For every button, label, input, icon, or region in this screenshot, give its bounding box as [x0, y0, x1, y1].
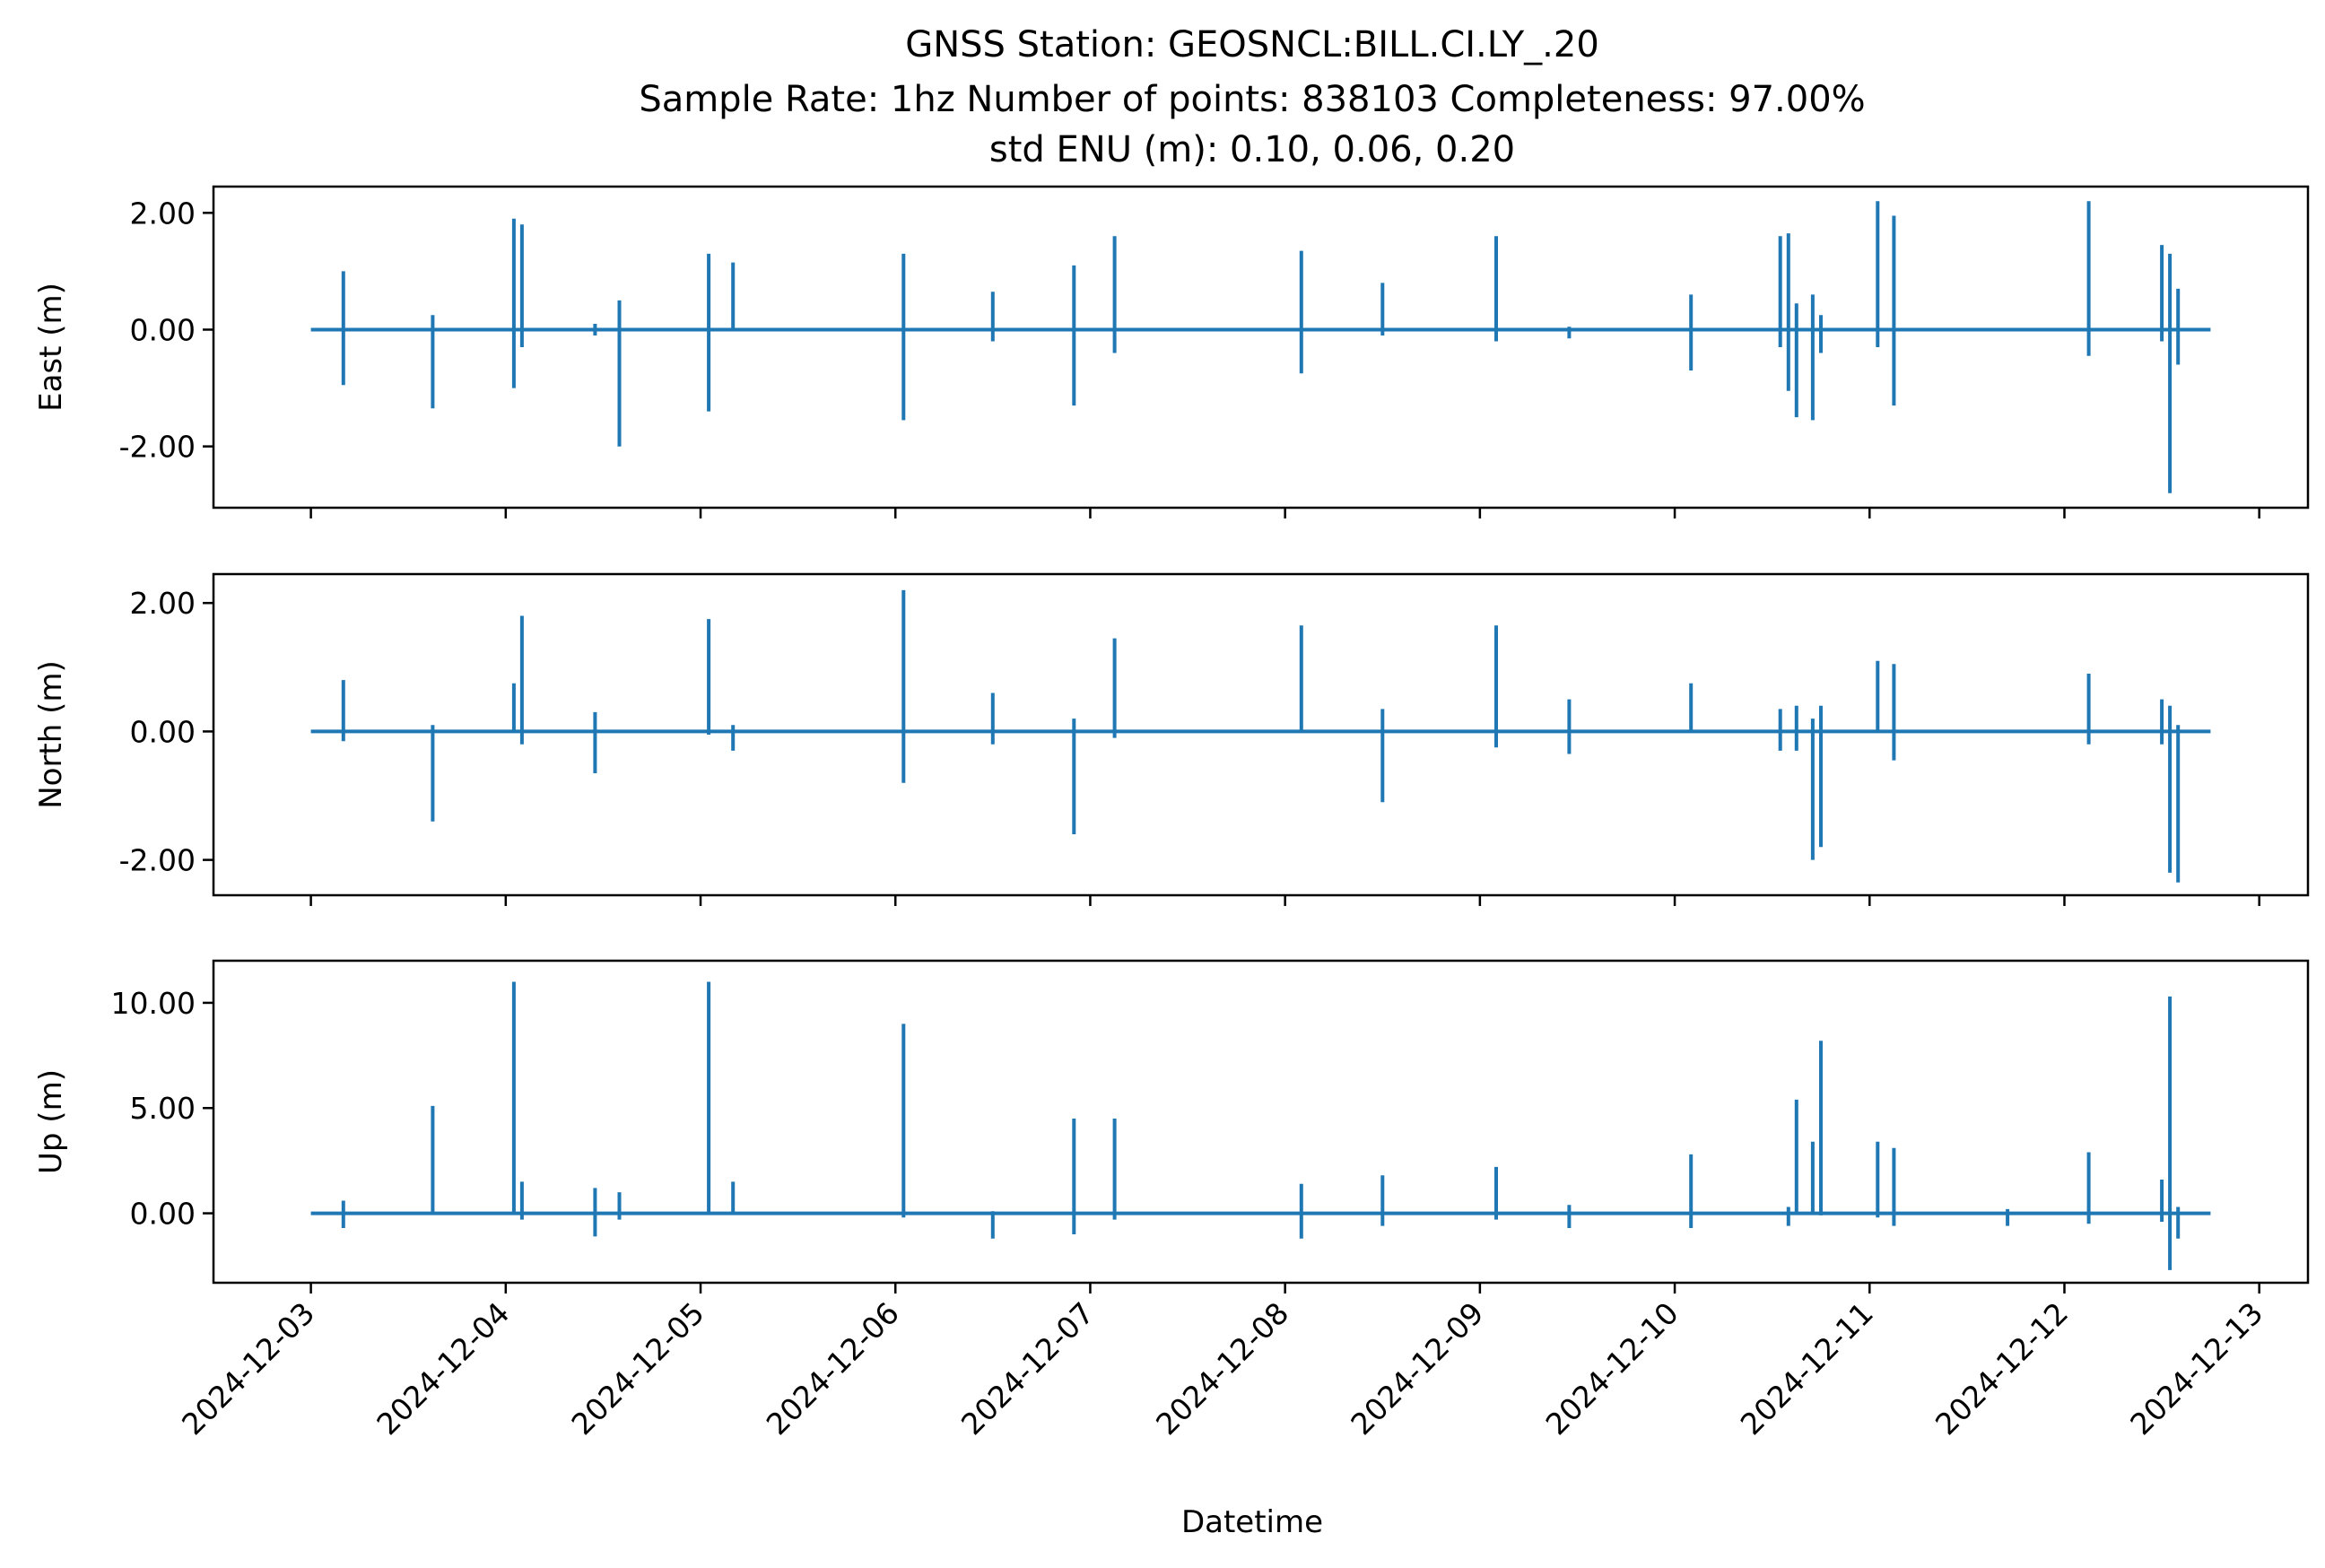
series-line-2 — [310, 981, 2211, 1270]
y-tick-label-2-0: 0.00 — [130, 1197, 196, 1232]
y-tick-label-2-2: 10.00 — [111, 986, 196, 1021]
y-tick-label-1-1: 0.00 — [130, 714, 196, 749]
series-line-0 — [310, 201, 2211, 493]
y-axis-label-1: North (m) — [33, 660, 69, 809]
title-line-2: Sample Rate: 1hz Number of points: 83810… — [639, 79, 1865, 120]
x-axis-label: Datetime — [1181, 1504, 1323, 1540]
plot-frame-0 — [212, 185, 2310, 510]
up-panel: 0.00 5.00 10.00 Up (m) — [33, 959, 2310, 1294]
y-tick-label-0-2: 2.00 — [130, 196, 196, 231]
y-tick-label-2-1: 5.00 — [130, 1091, 196, 1126]
plot-frame-2 — [212, 959, 2310, 1285]
series-line-1 — [310, 589, 2211, 883]
east-panel: -2.00 0.00 2.00 East (m) — [33, 185, 2310, 518]
chart-title: GNSS Station: GEOSNCL:BILL.CI.LY_.20 Sam… — [639, 24, 1865, 170]
y-axis-label-2: Up (m) — [33, 1069, 69, 1174]
title-line-3: std ENU (m): 0.10, 0.06, 0.20 — [989, 129, 1515, 170]
plot-frame-1 — [212, 572, 2310, 897]
y-axis-label-0: East (m) — [33, 283, 69, 412]
y-tick-label-1-0: -2.00 — [119, 843, 196, 878]
y-tick-label-1-2: 2.00 — [130, 586, 196, 621]
y-tick-label-0-0: -2.00 — [119, 430, 196, 465]
north-panel: -2.00 0.00 2.00 North (m) — [33, 572, 2310, 906]
title-line-1: GNSS Station: GEOSNCL:BILL.CI.LY_.20 — [905, 24, 1599, 65]
y-tick-label-0-1: 0.00 — [130, 312, 196, 347]
